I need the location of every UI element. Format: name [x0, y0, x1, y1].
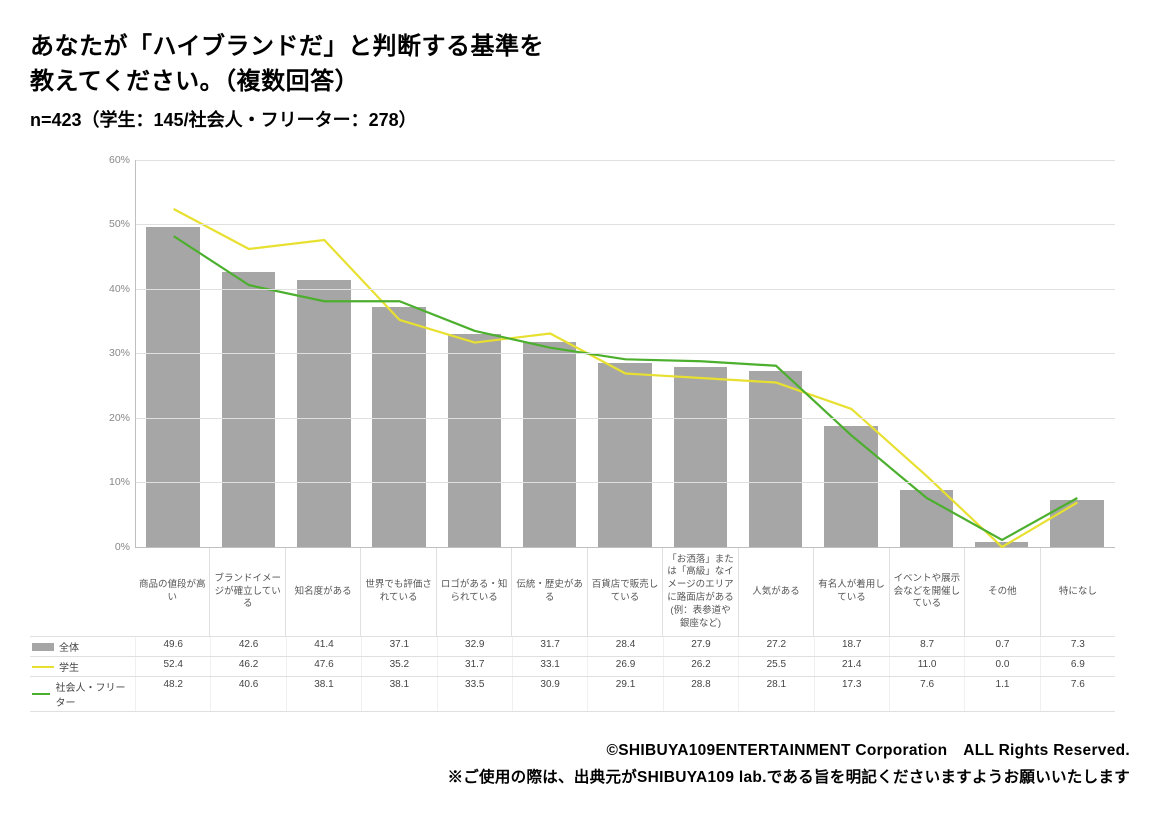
- chart-title: あなたが「ハイブランドだ」と判断する基準を 教えてください。（複数回答）: [30, 30, 1130, 100]
- table-row: 学生 52.446.247.635.231.733.126.926.225.521…: [30, 657, 1115, 677]
- x-axis-label: 特になし: [1041, 548, 1115, 637]
- y-tick-label: 40%: [88, 283, 130, 295]
- table-cell: 0.0: [964, 657, 1039, 676]
- row-label: 社会人・フリーター: [30, 677, 135, 711]
- legend-swatch-line: [32, 666, 54, 668]
- table-cell: 33.1: [512, 657, 587, 676]
- plot-area: 0%10%20%30%40%50%60%: [135, 160, 1115, 548]
- grid-line: [136, 482, 1115, 483]
- x-axis-label: 伝統・歴史がある: [512, 548, 587, 637]
- table-cell: 38.1: [361, 677, 436, 711]
- row-label: 学生: [30, 657, 135, 676]
- table-cell: 35.2: [361, 657, 436, 676]
- legend-swatch-bar: [32, 643, 54, 651]
- table-cell: 40.6: [210, 677, 285, 711]
- table-cell: 1.1: [964, 677, 1039, 711]
- table-row: 全体 49.642.641.437.132.931.728.427.927.218…: [30, 637, 1115, 657]
- x-axis-label: イベントや展示会などを開催している: [890, 548, 965, 637]
- chart-subtitle: n=423（学生：145/社会人・フリーター：278）: [30, 106, 1130, 132]
- x-axis-label: 百貨店で販売している: [588, 548, 663, 637]
- table-cell: 33.5: [437, 677, 512, 711]
- footer-credit: ©SHIBUYA109ENTERTAINMENT Corporation ALL…: [30, 738, 1130, 791]
- table-cell: 31.7: [512, 637, 587, 656]
- footer-line-2: ※ご使用の際は、出典元がSHIBUYA109 lab.である旨を明記くださいます…: [30, 765, 1130, 791]
- y-tick-label: 60%: [88, 154, 130, 166]
- table-cell: 0.7: [964, 637, 1039, 656]
- table-cell: 25.5: [738, 657, 813, 676]
- grid-line: [136, 160, 1115, 161]
- legend-label: 社会人・フリーター: [55, 679, 131, 709]
- y-tick-label: 10%: [88, 476, 130, 488]
- table-cell: 11.0: [889, 657, 964, 676]
- table-cell: 18.7: [814, 637, 889, 656]
- row-label: 全体: [30, 637, 135, 656]
- x-axis-label: 知名度がある: [286, 548, 361, 637]
- table-row: 社会人・フリーター48.240.638.138.133.530.929.128.…: [30, 677, 1115, 712]
- legend-label: 学生: [59, 659, 79, 674]
- table-cell: 7.3: [1040, 637, 1115, 656]
- title-line-2: 教えてください。（複数回答）: [30, 68, 359, 95]
- table-cell: 27.2: [738, 637, 813, 656]
- x-axis-label: 「お洒落」または「高級」なイメージのエリアに路面店がある(例：表参道や銀座など): [663, 548, 738, 637]
- table-cell: 48.2: [135, 677, 210, 711]
- table-cell: 8.7: [889, 637, 964, 656]
- table-cell: 30.9: [512, 677, 587, 711]
- series-line-student: [174, 209, 1078, 547]
- table-cell: 17.3: [814, 677, 889, 711]
- table-cell: 42.6: [210, 637, 285, 656]
- series-line-worker: [174, 236, 1078, 540]
- y-tick-label: 30%: [88, 347, 130, 359]
- table-cell: 32.9: [437, 637, 512, 656]
- table-cell: 46.2: [210, 657, 285, 676]
- table-cell: 7.6: [889, 677, 964, 711]
- table-cell: 37.1: [361, 637, 436, 656]
- table-cell: 28.1: [738, 677, 813, 711]
- table-cell: 38.1: [286, 677, 361, 711]
- legend-swatch-line: [32, 693, 50, 695]
- table-cell: 52.4: [135, 657, 210, 676]
- table-cell: 41.4: [286, 637, 361, 656]
- table-cell: 26.2: [663, 657, 738, 676]
- x-axis-label: その他: [965, 548, 1040, 637]
- footer-line-1: ©SHIBUYA109ENTERTAINMENT Corporation ALL…: [30, 738, 1130, 764]
- x-axis-label: 有名人が着用している: [814, 548, 889, 637]
- table-cell: 21.4: [814, 657, 889, 676]
- x-axis-label: 商品の値段が高い: [135, 548, 210, 637]
- x-axis-label: 世界でも評価されている: [361, 548, 436, 637]
- table-cell: 7.6: [1040, 677, 1115, 711]
- table-cell: 49.6: [135, 637, 210, 656]
- x-axis-label: ロゴがある・知られている: [437, 548, 512, 637]
- grid-line: [136, 418, 1115, 419]
- grid-line: [136, 224, 1115, 225]
- x-axis: 商品の値段が高いブランドイメージが確立している知名度がある世界でも評価されている…: [135, 548, 1115, 637]
- data-table: 全体49.642.641.437.132.931.728.427.927.218…: [30, 636, 1115, 712]
- grid-line: [136, 353, 1115, 354]
- table-cell: 28.8: [663, 677, 738, 711]
- table-cell: 31.7: [437, 657, 512, 676]
- table-cell: 29.1: [587, 677, 662, 711]
- grid-line: [136, 289, 1115, 290]
- y-tick-label: 50%: [88, 218, 130, 230]
- x-axis-label: ブランドイメージが確立している: [210, 548, 285, 637]
- table-cell: 26.9: [587, 657, 662, 676]
- table-cell: 28.4: [587, 637, 662, 656]
- table-cell: 6.9: [1040, 657, 1115, 676]
- x-axis-label: 人気がある: [739, 548, 814, 637]
- title-line-1: あなたが「ハイブランドだ」と判断する基準を: [30, 33, 544, 60]
- y-tick-label: 20%: [88, 412, 130, 424]
- table-cell: 47.6: [286, 657, 361, 676]
- legend-label: 全体: [59, 639, 79, 654]
- table-cell: 27.9: [663, 637, 738, 656]
- chart-area: 0%10%20%30%40%50%60% 商品の値段が高いブランドイメージが確立…: [30, 160, 1130, 713]
- y-tick-label: 0%: [88, 541, 130, 553]
